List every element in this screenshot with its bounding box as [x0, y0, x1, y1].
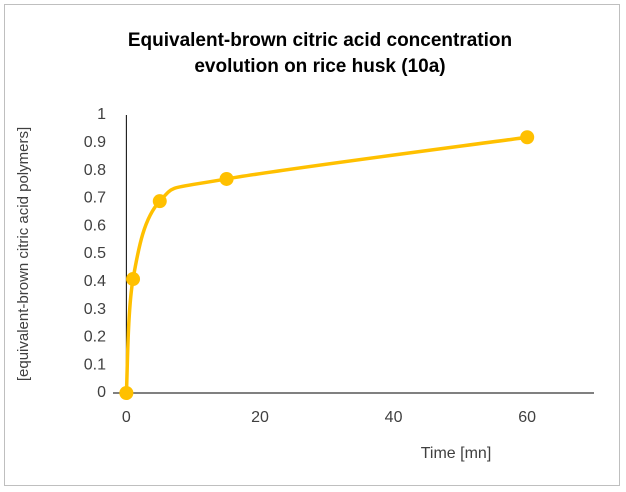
x-tick-label: 40 [385, 409, 403, 426]
data-point [152, 194, 167, 209]
y-tick-label: 0.9 [84, 134, 106, 151]
x-axis-label: Time [mn] [421, 445, 492, 462]
chart-frame [4, 4, 620, 486]
x-tick-label: 60 [518, 409, 536, 426]
y-tick-label: 1 [97, 106, 106, 123]
y-tick-label: 0.3 [84, 301, 106, 318]
y-tick-label: 0 [97, 384, 106, 401]
data-point [520, 130, 535, 145]
x-tick-label: 20 [251, 409, 269, 426]
chart-title: Equivalent-brown citric acid concentrati… [127, 30, 513, 77]
y-tick-label: 0.5 [84, 245, 106, 262]
data-point [219, 171, 234, 186]
y-tick-label: 0.6 [84, 217, 106, 234]
y-tick-label: 0.7 [84, 190, 106, 207]
x-tick-label: 0 [122, 409, 131, 426]
data-point [119, 386, 134, 400]
y-tick-label: 0.8 [84, 162, 106, 179]
y-tick-label: 0.1 [84, 356, 106, 373]
y-tick-label: 0.2 [84, 329, 106, 346]
series-line [124, 135, 528, 394]
y-axis-label: [equivalent-brown citric acid polymers] [15, 127, 32, 381]
data-point [126, 272, 141, 287]
y-tick-label: 0.4 [84, 273, 106, 290]
